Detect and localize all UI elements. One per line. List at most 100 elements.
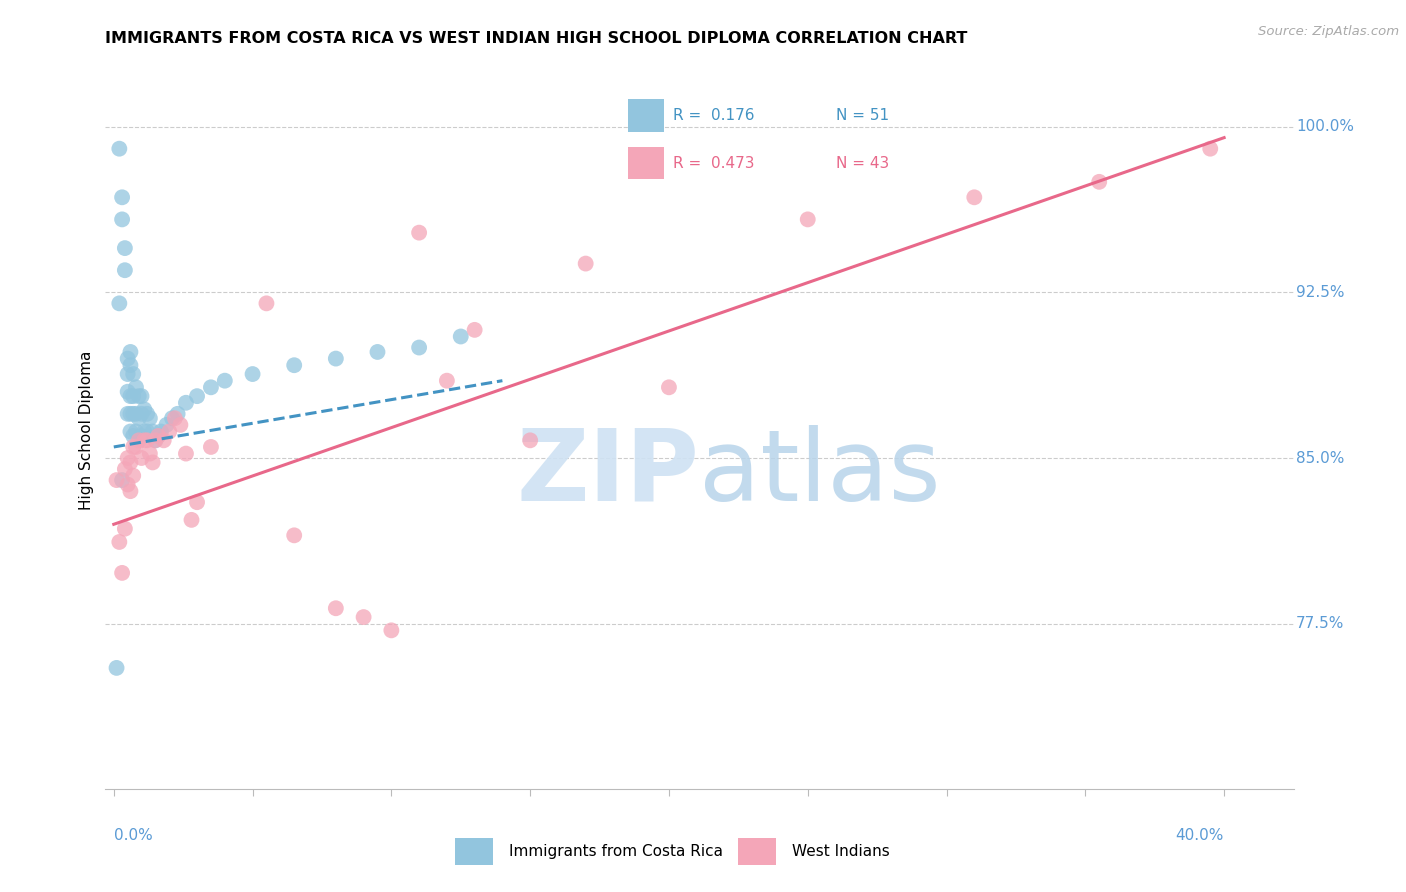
Point [157, 425, 180, 439]
Point [111, 212, 134, 227]
Point [142, 425, 165, 439]
Text: IMMIGRANTS FROM COSTA RICA VS WEST INDIAN HIGH SCHOOL DIPLOMA CORRELATION CHART: IMMIGRANTS FROM COSTA RICA VS WEST INDIA… [105, 31, 967, 46]
Point [114, 241, 136, 255]
Bar [627, 99, 664, 132]
Text: 77.5%: 77.5% [1296, 616, 1344, 632]
Point [134, 425, 156, 439]
Point [114, 522, 136, 536]
Point [114, 462, 136, 476]
Point [163, 411, 186, 425]
Point [111, 473, 134, 487]
Point [575, 256, 598, 270]
Point [139, 447, 162, 461]
Point [125, 425, 148, 439]
Point [120, 389, 142, 403]
Point [796, 212, 818, 227]
Point [155, 417, 177, 432]
Point [148, 429, 170, 443]
Point [380, 624, 402, 638]
Point [136, 434, 159, 448]
Point [148, 429, 170, 443]
Point [658, 380, 681, 394]
Point [353, 610, 375, 624]
Text: 40.0%: 40.0% [1175, 829, 1225, 843]
Y-axis label: High School Diploma: High School Diploma [79, 351, 94, 510]
Point [142, 455, 165, 469]
Text: West Indians: West Indians [792, 844, 890, 859]
Point [149, 425, 172, 439]
Bar [627, 146, 664, 179]
Point [450, 329, 472, 343]
Point [408, 226, 430, 240]
Point [111, 566, 134, 580]
Point [131, 407, 153, 421]
Point [117, 384, 139, 399]
Point [174, 447, 197, 461]
Text: R =  0.176: R = 0.176 [673, 108, 755, 123]
Text: 92.5%: 92.5% [1296, 285, 1344, 300]
Point [136, 407, 159, 421]
Text: ZIP: ZIP [516, 425, 700, 522]
Text: N = 51: N = 51 [837, 108, 890, 123]
Point [408, 341, 430, 355]
Text: 85.0%: 85.0% [1296, 450, 1344, 466]
Point [122, 468, 145, 483]
Point [108, 142, 131, 156]
Point [131, 429, 153, 443]
Point [169, 417, 191, 432]
Point [136, 425, 159, 439]
Point [111, 190, 134, 204]
Text: R =  0.473: R = 0.473 [673, 155, 755, 170]
Text: atlas: atlas [700, 425, 941, 522]
Text: 100.0%: 100.0% [1296, 120, 1354, 134]
Point [174, 396, 197, 410]
Point [1088, 175, 1111, 189]
Point [160, 411, 183, 425]
Text: Immigrants from Costa Rica: Immigrants from Costa Rica [509, 844, 723, 859]
Point [186, 495, 208, 509]
Point [122, 440, 145, 454]
Point [256, 296, 278, 310]
Point [105, 661, 128, 675]
Point [128, 389, 150, 403]
Point [180, 513, 202, 527]
Point [464, 323, 486, 337]
Point [122, 429, 145, 443]
Point [325, 351, 347, 366]
Point [283, 358, 305, 372]
Point [131, 389, 153, 403]
Point [200, 440, 222, 454]
Point [120, 425, 142, 439]
Point [120, 455, 142, 469]
Text: N = 43: N = 43 [837, 155, 890, 170]
Point [214, 374, 236, 388]
Point [139, 411, 162, 425]
Point [963, 190, 986, 204]
Text: Source: ZipAtlas.com: Source: ZipAtlas.com [1258, 25, 1399, 38]
Point [108, 296, 131, 310]
Point [242, 367, 264, 381]
Point [122, 367, 145, 381]
Point [152, 434, 174, 448]
Point [128, 434, 150, 448]
Point [117, 367, 139, 381]
Point [131, 450, 153, 465]
Point [117, 450, 139, 465]
Bar [738, 838, 776, 865]
Point [134, 434, 156, 448]
Point [108, 535, 131, 549]
Point [125, 407, 148, 421]
Point [105, 473, 128, 487]
Point [283, 528, 305, 542]
Point [122, 407, 145, 421]
Point [186, 389, 208, 403]
Point [120, 358, 142, 372]
Point [325, 601, 347, 615]
Point [120, 407, 142, 421]
Point [436, 374, 458, 388]
Point [200, 380, 222, 394]
Text: 0.0%: 0.0% [114, 829, 152, 843]
Point [145, 434, 167, 448]
Point [117, 407, 139, 421]
Point [117, 351, 139, 366]
